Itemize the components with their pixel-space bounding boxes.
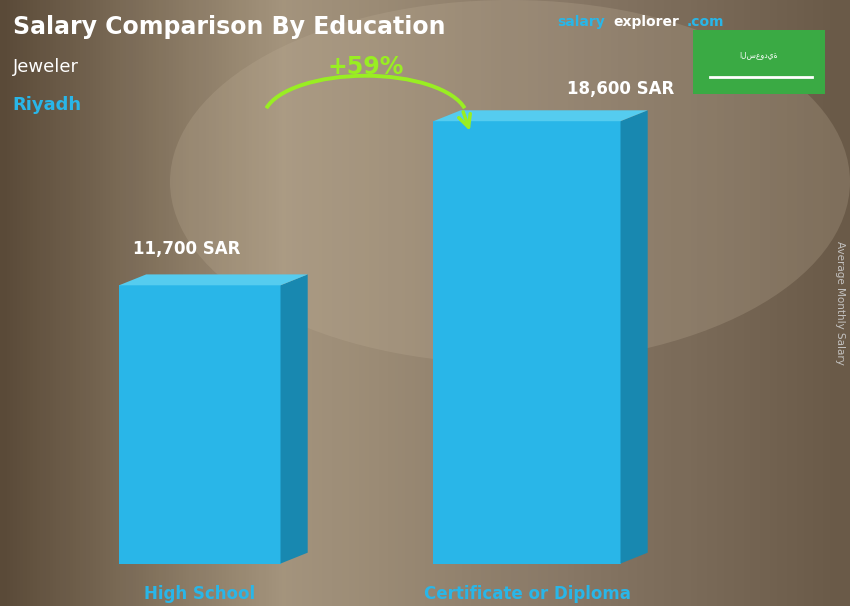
Polygon shape [119, 275, 308, 285]
Text: Jeweler: Jeweler [13, 58, 79, 76]
Text: explorer: explorer [614, 15, 679, 29]
Text: 18,600 SAR: 18,600 SAR [567, 80, 674, 98]
Text: .com: .com [687, 15, 724, 29]
Text: Salary Comparison By Education: Salary Comparison By Education [13, 15, 445, 39]
Polygon shape [280, 275, 308, 564]
Text: High School: High School [144, 585, 255, 603]
Text: Average Monthly Salary: Average Monthly Salary [835, 241, 845, 365]
Polygon shape [119, 285, 280, 564]
Text: salary: salary [557, 15, 604, 29]
Text: 11,700 SAR: 11,700 SAR [133, 240, 241, 258]
Polygon shape [434, 110, 648, 121]
Text: Certificate or Diploma: Certificate or Diploma [423, 585, 631, 603]
Text: +59%: +59% [327, 55, 404, 79]
Text: السعودية: السعودية [740, 50, 778, 59]
Polygon shape [434, 121, 620, 564]
Text: Riyadh: Riyadh [13, 96, 82, 114]
FancyBboxPatch shape [693, 30, 824, 94]
Ellipse shape [170, 0, 850, 364]
Polygon shape [620, 110, 648, 564]
